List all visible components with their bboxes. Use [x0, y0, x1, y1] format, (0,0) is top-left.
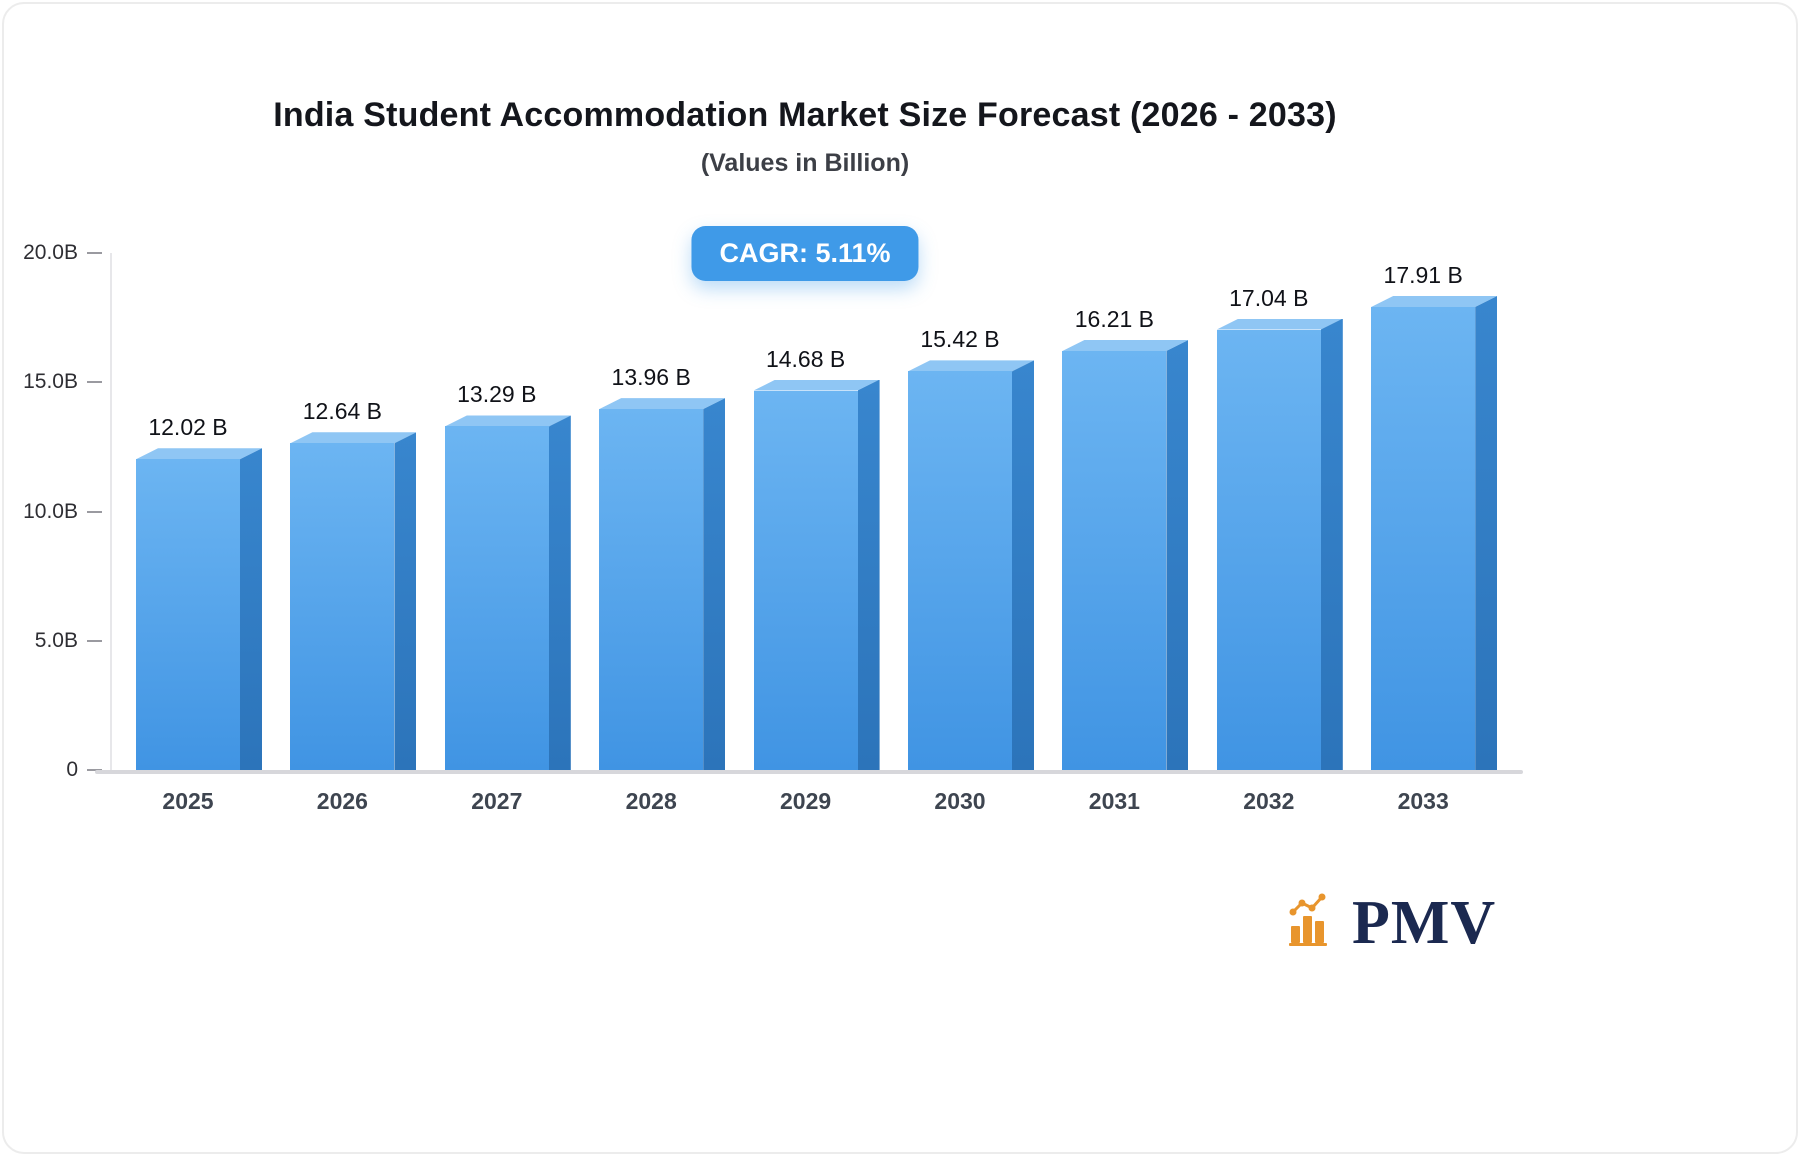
- bar-front-face: [753, 390, 858, 770]
- bar-front-face: [908, 371, 1012, 770]
- bar-value-label: 12.02 B: [148, 414, 228, 441]
- y-axis-tick: [87, 639, 102, 642]
- chart-subtitle: (Values in Billion): [700, 149, 910, 177]
- bar-value-label: 16.21 B: [1074, 305, 1155, 332]
- bar-2030[interactable]: 15.42 B: [908, 326, 1034, 770]
- y-axis-tick-label: 10.0B: [23, 499, 78, 523]
- bar-side-face: [1012, 360, 1034, 770]
- bar-top-face: [444, 415, 571, 427]
- bar-2025[interactable]: 12.02 B: [136, 414, 262, 770]
- bar-side-face: [394, 432, 417, 770]
- bar-top-face: [136, 448, 262, 460]
- bar-front-face: [136, 459, 240, 770]
- bar-2033[interactable]: 17.91 B: [1371, 262, 1498, 770]
- bar-2032[interactable]: 17.04 B: [1216, 285, 1343, 770]
- bar-value-label: 17.04 B: [1229, 284, 1309, 311]
- x-axis-label-2025: 2025: [162, 788, 214, 814]
- x-axis-label-2028: 2028: [625, 788, 677, 814]
- bar-top-face: [599, 398, 726, 410]
- bar-value-label: 13.96 B: [611, 364, 691, 391]
- bar-front-face: [1216, 329, 1321, 770]
- y-axis-tick-label: 5.0B: [34, 628, 78, 652]
- bar-front-face: [1371, 307, 1476, 770]
- bar-side-face: [548, 415, 571, 770]
- x-axis-label-2030: 2030: [934, 788, 986, 814]
- bar-top-face: [1371, 296, 1498, 308]
- bar-2028[interactable]: 13.96 B: [599, 364, 726, 770]
- bar-top-face: [753, 379, 880, 391]
- bar-2026[interactable]: 12.64 B: [290, 398, 417, 770]
- x-axis-label-2031: 2031: [1088, 788, 1140, 814]
- bar-front-face: [444, 426, 549, 770]
- bar-front-face: [599, 409, 704, 770]
- x-axis-line: [95, 770, 1523, 774]
- bar-top-face: [290, 432, 417, 444]
- bar-value-label: 14.68 B: [765, 345, 846, 372]
- bar-2027[interactable]: 13.29 B: [444, 381, 571, 770]
- y-axis-tick-label: 20.0B: [23, 241, 78, 264]
- brand-logo-text: PMV: [1352, 889, 1497, 958]
- bar-side-face: [1166, 339, 1189, 770]
- bar-value-label: 17.91 B: [1383, 262, 1463, 289]
- y-axis-tick: [87, 252, 102, 254]
- bar-2031[interactable]: 16.21 B: [1062, 306, 1189, 770]
- brand-logo: PMV: [1288, 889, 1497, 958]
- bar-chart-icon: [1288, 890, 1344, 951]
- x-axis-label-2033: 2033: [1397, 788, 1449, 814]
- bar-side-face: [857, 379, 880, 770]
- x-axis-label-2032: 2032: [1243, 788, 1295, 814]
- cagr-badge: CAGR: 5.11%: [691, 226, 919, 281]
- y-axis-tick: [87, 769, 102, 771]
- chart-title: India Student Accommodation Market Size …: [273, 96, 1337, 134]
- bar-side-face: [703, 398, 726, 770]
- chart-header: India Student Accommodation Market Size …: [0, 0, 1610, 178]
- bar-front-face: [1062, 350, 1167, 770]
- y-axis-tick-label: 0: [66, 758, 78, 781]
- bar-side-face: [1475, 296, 1498, 770]
- bar-side-face: [240, 448, 262, 770]
- y-axis-tick-label: 15.0B: [23, 370, 78, 394]
- bar-value-label: 15.42 B: [920, 326, 1000, 353]
- x-axis-label-2027: 2027: [471, 788, 523, 814]
- x-axis-label-2026: 2026: [316, 788, 368, 814]
- bar-top-face: [1062, 339, 1189, 351]
- y-axis-line: [110, 253, 112, 770]
- bar-front-face: [290, 443, 395, 770]
- bar-top-face: [1216, 318, 1343, 330]
- bar-2029[interactable]: 14.68 B: [753, 346, 880, 770]
- bar-side-face: [1320, 318, 1343, 770]
- bar-top-face: [908, 360, 1034, 372]
- bar-value-label: 13.29 B: [457, 381, 537, 408]
- y-axis-tick: [87, 381, 102, 384]
- bar-value-label: 12.64 B: [302, 398, 383, 425]
- y-axis-tick: [87, 510, 102, 513]
- x-axis-label-2029: 2029: [780, 788, 832, 814]
